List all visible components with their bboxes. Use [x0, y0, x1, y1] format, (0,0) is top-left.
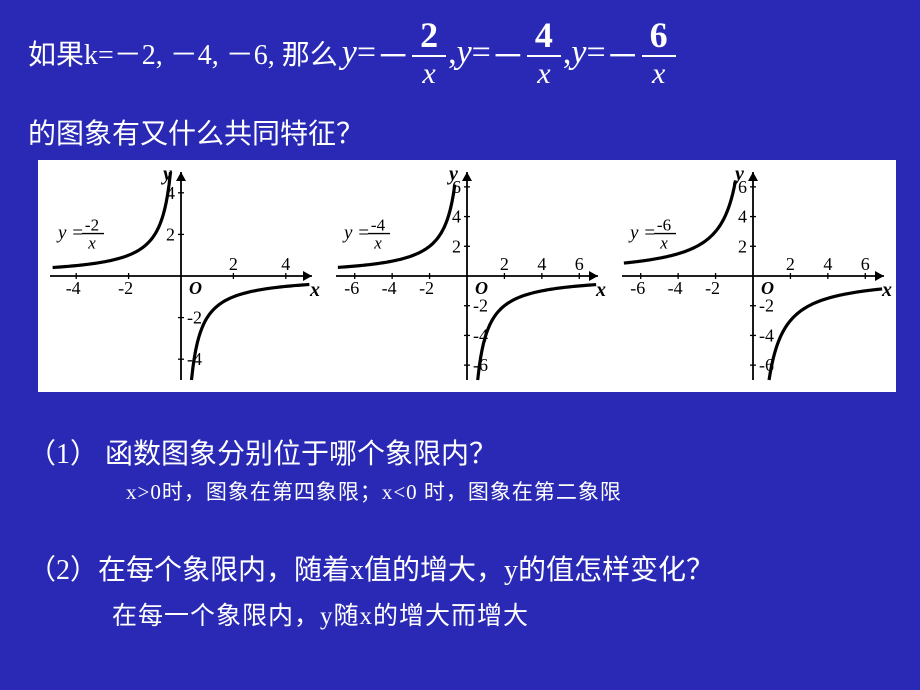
svg-text:2: 2 — [166, 224, 175, 244]
svg-text:y: y — [447, 163, 458, 185]
answer-1: x>0时，图象在第四象限；x<0 时，图象在第二象限 — [126, 476, 622, 506]
eq-eq-3: = — [586, 34, 605, 72]
graphs-panel: -4-224-4-224Oxyy =-2x -6-4-2246-6-4-2246… — [38, 160, 896, 392]
svg-text:-2: -2 — [419, 278, 434, 298]
frac-3: 6 x — [642, 17, 676, 89]
svg-text:-4: -4 — [759, 325, 774, 345]
svg-text:4: 4 — [823, 254, 832, 274]
svg-text:2: 2 — [229, 254, 238, 274]
svg-text:x: x — [87, 234, 96, 253]
graph-3: -6-4-2246-6-4-2246Oxyy =-6x — [610, 160, 896, 392]
svg-text:-2: -2 — [187, 308, 202, 328]
svg-text:4: 4 — [738, 207, 747, 227]
comma-1: , — [448, 34, 457, 72]
svg-text:4: 4 — [537, 254, 546, 274]
header-line-2: 的图象有又什么共同特征？ — [28, 112, 364, 152]
svg-text:-2: -2 — [473, 296, 488, 316]
svg-text:x: x — [881, 279, 892, 301]
eq-y-3: y — [571, 34, 586, 72]
svg-text:O: O — [761, 278, 774, 298]
svg-text:-6: -6 — [344, 278, 359, 298]
svg-text:4: 4 — [281, 254, 290, 274]
eq-y-1: y — [342, 34, 357, 72]
svg-text:-2: -2 — [85, 216, 99, 235]
svg-text:2: 2 — [738, 236, 747, 256]
svg-text:2: 2 — [500, 254, 509, 274]
eq-minus-2: － — [491, 29, 525, 78]
header-prefix: 如果k=－2, －4, －6, 那么 — [28, 33, 338, 73]
graph-2: -6-4-2246-6-4-2246Oxyy =-4x — [324, 160, 610, 392]
svg-text:-2: -2 — [705, 278, 720, 298]
svg-text:-4: -4 — [371, 216, 386, 235]
svg-text:-4: -4 — [66, 278, 81, 298]
answer-2: 在每一个象限内，y随x的增大而增大 — [112, 596, 529, 632]
svg-text:y =: y = — [56, 223, 84, 244]
svg-text:4: 4 — [452, 207, 461, 227]
header-line-1: 如果k=－2, －4, －6, 那么 y = － 2 x , y = － 4 x… — [28, 18, 678, 88]
svg-text:x: x — [373, 234, 382, 253]
svg-text:x: x — [309, 279, 320, 301]
eq-eq-1: = — [357, 34, 376, 72]
question-2: （2）在每个象限内，随着x值的增大，y的值怎样变化？ — [28, 548, 714, 588]
svg-text:2: 2 — [452, 236, 461, 256]
frac-2: 4 x — [527, 17, 561, 89]
svg-text:-6: -6 — [657, 216, 671, 235]
graph-1: -4-224-4-224Oxyy =-2x — [38, 160, 324, 392]
svg-text:y =: y = — [628, 223, 656, 244]
svg-text:-4: -4 — [668, 278, 683, 298]
frac-1: 2 x — [412, 17, 446, 89]
svg-text:-2: -2 — [118, 278, 133, 298]
svg-text:6: 6 — [861, 254, 870, 274]
eq-eq-2: = — [472, 34, 491, 72]
eq-y-2: y — [457, 34, 472, 72]
svg-text:-6: -6 — [630, 278, 645, 298]
svg-text:O: O — [189, 278, 202, 298]
svg-text:y =: y = — [342, 223, 370, 244]
svg-text:-2: -2 — [759, 296, 774, 316]
svg-text:x: x — [659, 234, 668, 253]
svg-text:6: 6 — [575, 254, 584, 274]
eq-minus-3: － — [606, 29, 640, 78]
eq-minus-1: － — [376, 29, 410, 78]
svg-text:-4: -4 — [382, 278, 397, 298]
svg-text:O: O — [475, 278, 488, 298]
svg-text:2: 2 — [786, 254, 795, 274]
question-1: （1） 函数图象分别位于哪个象限内？ — [28, 432, 497, 472]
svg-text:x: x — [595, 279, 606, 301]
